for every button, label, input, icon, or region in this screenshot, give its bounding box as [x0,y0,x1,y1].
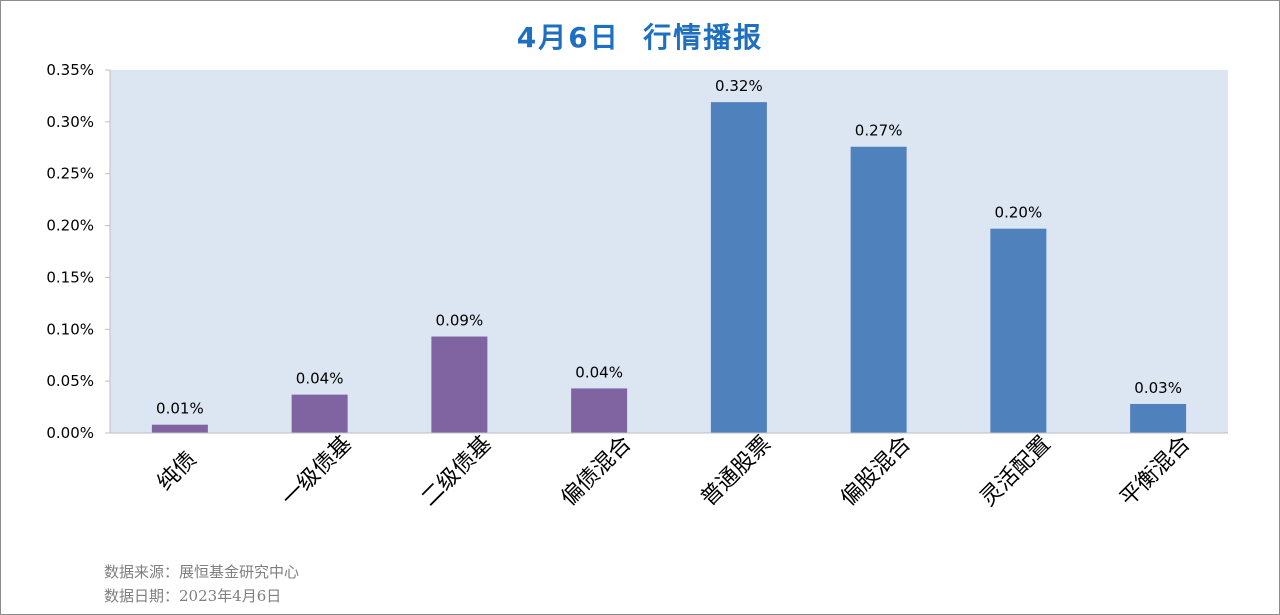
x-axis: 纯债 一级债基 二级债基 偏债混合 普通股票 偏股混合 灵活配置 平衡混合 [110,431,1228,511]
bar-3 [431,336,488,433]
y-tick-label: 0.35% [46,61,94,79]
x-category-label: 纯债 [153,447,202,496]
bar-2 [291,394,348,433]
y-tick-label: 0.05% [46,372,94,390]
y-tick-label: 0.20% [46,217,94,235]
bars-group: 0.01% 0.04% 0.09% 0.04% 0.32% 0.27% 0.20% 0.03% [151,77,1187,433]
plot-area [110,70,1228,433]
y-tick-label: 0.10% [46,320,94,338]
bar-value-label: 0.01% [156,400,204,418]
y-tick-label: 0.25% [46,165,94,183]
bar-8 [1130,403,1187,433]
y-tick-label: 0.30% [46,113,94,131]
bar-4 [571,388,628,433]
y-tick-label: 0.00% [46,424,94,442]
bar-6 [850,146,907,433]
bar-value-label: 0.04% [575,363,623,381]
bar-1 [151,424,208,433]
bar-value-label: 0.32% [715,77,763,95]
data-date-note: 数据日期：2023年4月6日 [104,587,282,605]
bar-value-label: 0.04% [296,370,344,388]
data-source-note: 数据来源：展恒基金研究中心 [104,563,300,581]
y-axis: 0.00% 0.05% 0.10% 0.15% 0.20% 0.25% 0.30% 0.35% [46,61,111,442]
x-category-label: 一级债基 [277,431,357,511]
bar-value-label: 0.27% [855,122,903,140]
x-category-label: 灵活配置 [976,431,1056,511]
x-category-label: 偏债混合 [557,431,637,511]
chart-title: 4月6日 行情播报 [516,21,764,54]
bar-7 [990,228,1047,433]
x-category-label: 偏股混合 [836,431,916,511]
bar-value-label: 0.09% [436,312,484,330]
bar-value-label: 0.20% [995,204,1043,222]
bar-5 [710,102,767,433]
x-category-label: 普通股票 [696,431,776,511]
y-tick-label: 0.15% [46,268,94,286]
x-category-label: 二级债基 [417,431,497,511]
bar-value-label: 0.03% [1134,379,1182,397]
x-category-label: 平衡混合 [1116,431,1196,511]
